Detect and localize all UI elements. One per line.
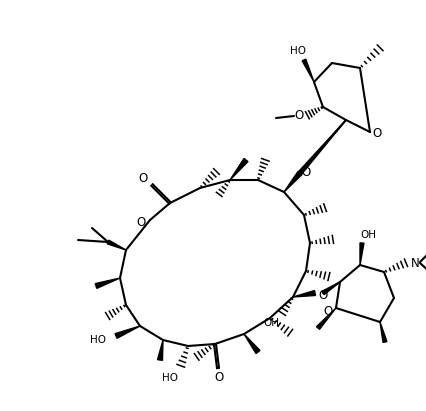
Polygon shape bbox=[244, 334, 260, 353]
Text: O: O bbox=[294, 109, 304, 122]
Text: O: O bbox=[301, 166, 311, 178]
Polygon shape bbox=[115, 326, 140, 338]
Polygon shape bbox=[317, 308, 336, 329]
Polygon shape bbox=[302, 59, 314, 82]
Text: OH: OH bbox=[360, 230, 376, 240]
Polygon shape bbox=[293, 291, 315, 297]
Text: O: O bbox=[138, 171, 148, 185]
Text: HO: HO bbox=[162, 373, 178, 383]
Polygon shape bbox=[284, 171, 302, 192]
Text: HO: HO bbox=[90, 335, 106, 345]
Text: O: O bbox=[318, 289, 328, 302]
Polygon shape bbox=[322, 282, 340, 295]
Text: O: O bbox=[372, 127, 382, 139]
Polygon shape bbox=[380, 322, 387, 342]
Text: HO: HO bbox=[290, 46, 306, 56]
Text: N: N bbox=[411, 256, 419, 270]
Text: O: O bbox=[323, 305, 333, 318]
Polygon shape bbox=[107, 240, 126, 250]
Text: O: O bbox=[214, 370, 224, 383]
Polygon shape bbox=[158, 340, 163, 360]
Polygon shape bbox=[299, 120, 346, 174]
Polygon shape bbox=[95, 278, 120, 289]
Text: OH: OH bbox=[263, 318, 279, 328]
Text: O: O bbox=[136, 215, 146, 229]
Polygon shape bbox=[230, 158, 248, 180]
Polygon shape bbox=[360, 243, 364, 265]
